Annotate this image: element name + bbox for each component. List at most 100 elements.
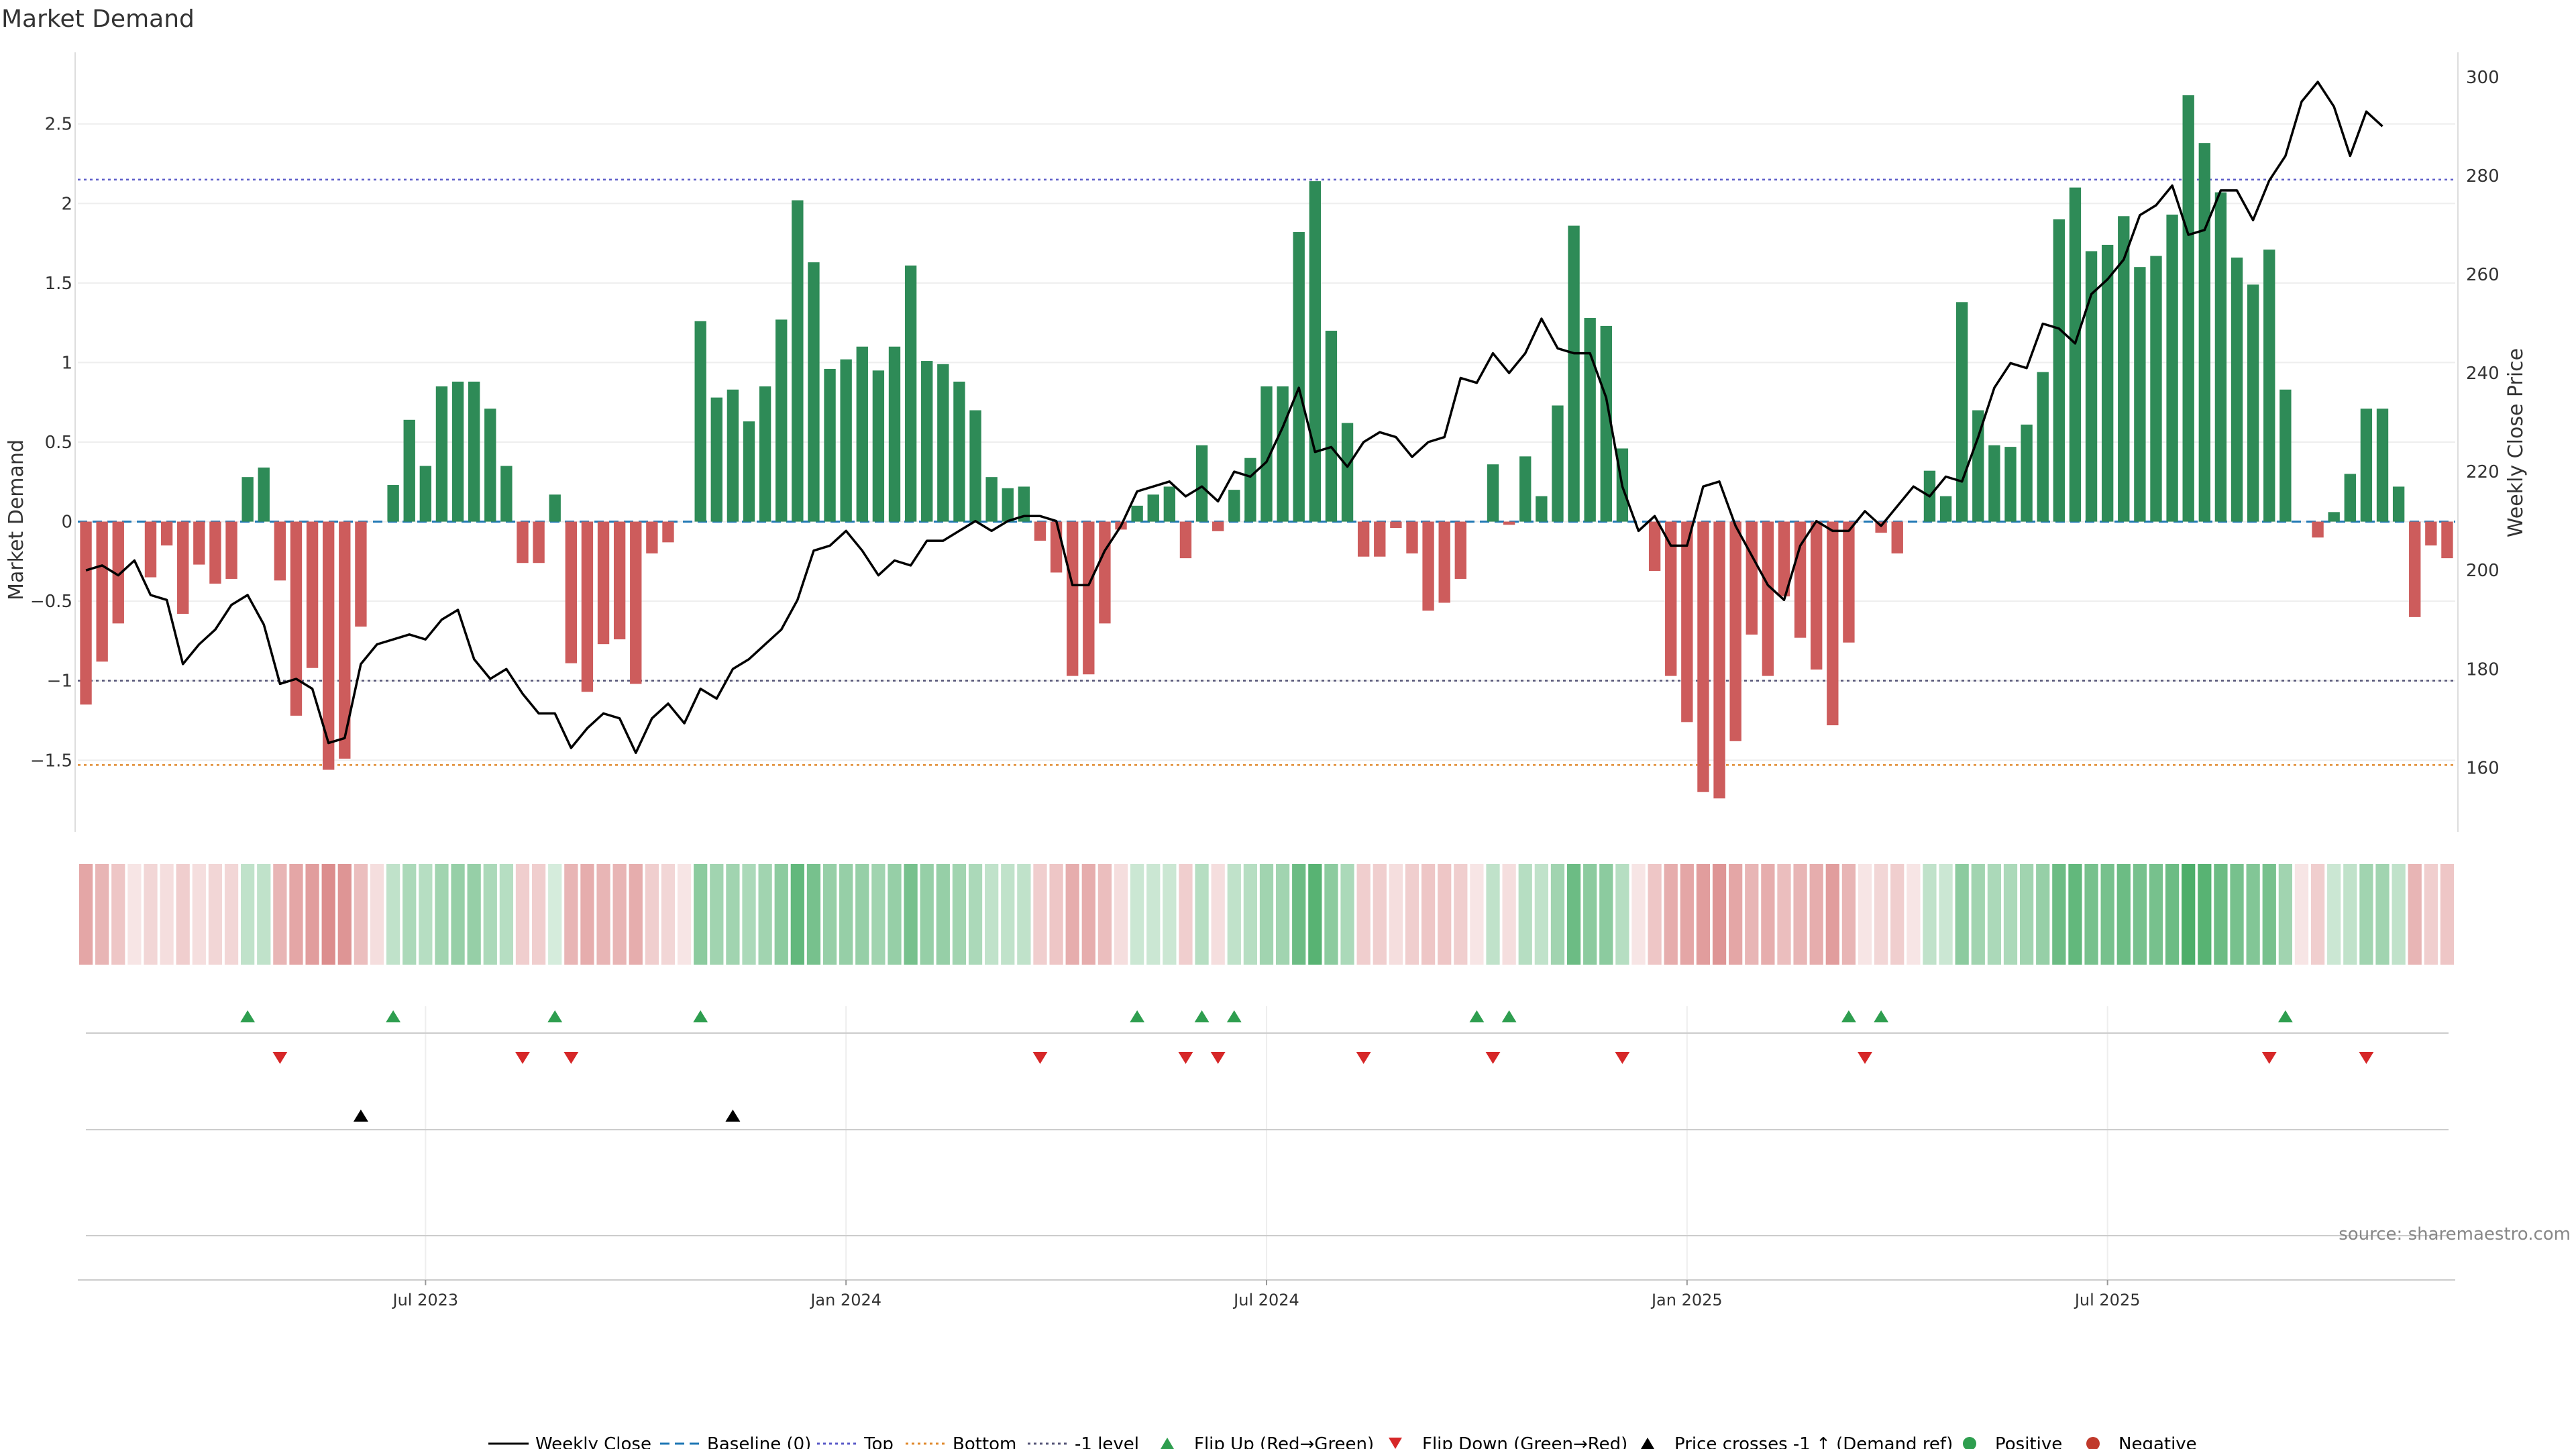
negative-bar (1034, 521, 1046, 541)
strip-cell (822, 864, 837, 965)
positive-bar (743, 421, 755, 522)
flip-down-marker (1210, 1052, 1226, 1064)
left-tick-label: 2 (61, 194, 72, 214)
right-tick-label: 300 (2466, 68, 2500, 88)
strip-cell (1712, 864, 1727, 965)
positive-bar (2247, 284, 2259, 522)
strip-cell (2052, 864, 2066, 965)
negative-bar (1713, 521, 1725, 799)
positive-bar (1244, 458, 1256, 522)
legend-flip-up-icon (1161, 1438, 1174, 1449)
strip-cell (1001, 864, 1015, 965)
strip-cell (2375, 864, 2390, 965)
strip-cell (2392, 864, 2406, 965)
right-tick-label: 260 (2466, 265, 2500, 285)
flip-down-marker (515, 1052, 530, 1064)
strip-cell (224, 864, 239, 965)
negative-bar (1406, 521, 1418, 553)
strip-cell (257, 864, 271, 965)
strip-cell (1259, 864, 1274, 965)
strip-cell (1065, 864, 1079, 965)
negative-bar (1729, 521, 1741, 741)
positive-bar (775, 319, 788, 522)
strip-cell (2068, 864, 2082, 965)
positive-bar (1939, 496, 1952, 522)
flip-down-marker (272, 1052, 288, 1064)
strip-cell (1049, 864, 1063, 965)
strip-cell (548, 864, 562, 965)
strip-cell (564, 864, 578, 965)
strip-cell (1340, 864, 1354, 965)
negative-bar (597, 521, 610, 645)
negative-bar (1067, 521, 1079, 676)
positive-bar (792, 200, 804, 522)
flip-up-marker (1469, 1010, 1485, 1022)
right-tick-label: 240 (2466, 364, 2500, 384)
positive-bar (1584, 318, 1596, 522)
positive-bar (1519, 456, 1532, 522)
positive-bar (1018, 486, 1030, 522)
strip-cell (1809, 864, 1823, 965)
strip-cell (370, 864, 384, 965)
chart-title: Market Demand (1, 5, 195, 33)
legend-flip-up: Flip Up (Red→Green) (1194, 1434, 1374, 1449)
x-tick-label: Jul 2025 (2074, 1291, 2141, 1309)
negative-bar (630, 521, 642, 684)
strip-cell (985, 864, 999, 965)
negative-bar (1827, 521, 1839, 726)
positive-bar (1956, 302, 1968, 522)
strip-cell (2343, 864, 2357, 965)
strip-cell (1179, 864, 1193, 965)
flip-up-marker (547, 1010, 563, 1022)
positive-bar (403, 419, 415, 522)
strip-cell (2084, 864, 2098, 965)
negative-bar (1891, 521, 1903, 553)
strip-cell (1987, 864, 2002, 965)
negative-bar (1099, 521, 1111, 624)
negative-bar (96, 521, 108, 662)
strip-cell (111, 864, 125, 965)
positive-bar (840, 359, 852, 522)
strip-cell (1874, 864, 1888, 965)
strip-cell (1939, 864, 1953, 965)
strip-cell (515, 864, 530, 965)
demand-bars (80, 95, 2453, 799)
positive-bar (435, 386, 448, 522)
strip-cell (936, 864, 950, 965)
strip-cell (2100, 864, 2114, 965)
strip-cell (774, 864, 788, 965)
positive-bar (387, 485, 399, 522)
strip-cell (1907, 864, 1921, 965)
positive-bar (2166, 214, 2178, 522)
left-tick-label: 0.5 (45, 433, 72, 453)
strip-cell (1534, 864, 1548, 965)
positive-bar (258, 467, 270, 522)
positive-bar (710, 397, 722, 522)
strip-cell (451, 864, 465, 965)
negative-bar (177, 521, 189, 614)
strip-cell (2149, 864, 2163, 965)
positive-bar (856, 346, 868, 522)
positive-bar (1487, 464, 1499, 522)
positive-bar (2085, 251, 2098, 522)
strip-cell (1648, 864, 1662, 965)
positive-bar (2263, 250, 2275, 522)
strip-cell (2262, 864, 2276, 965)
positive-bar (824, 368, 836, 522)
left-tick-label: −1.5 (30, 751, 72, 771)
strip-cell (1227, 864, 1241, 965)
positive-bar (1277, 386, 1289, 522)
strip-cell (871, 864, 885, 965)
strip-cell (1356, 864, 1371, 965)
strip-cell (1373, 864, 1387, 965)
strip-cell (2310, 864, 2325, 965)
strip-cell (1955, 864, 1969, 965)
negative-bar (274, 521, 286, 581)
negative-bar (1454, 521, 1466, 579)
strip-cell (1081, 864, 1095, 965)
negative-bar (144, 521, 157, 578)
strip-cell (2165, 864, 2180, 965)
flip-up-marker (693, 1010, 708, 1022)
legend-negative-icon (2086, 1437, 2100, 1449)
positive-bar (921, 361, 933, 522)
